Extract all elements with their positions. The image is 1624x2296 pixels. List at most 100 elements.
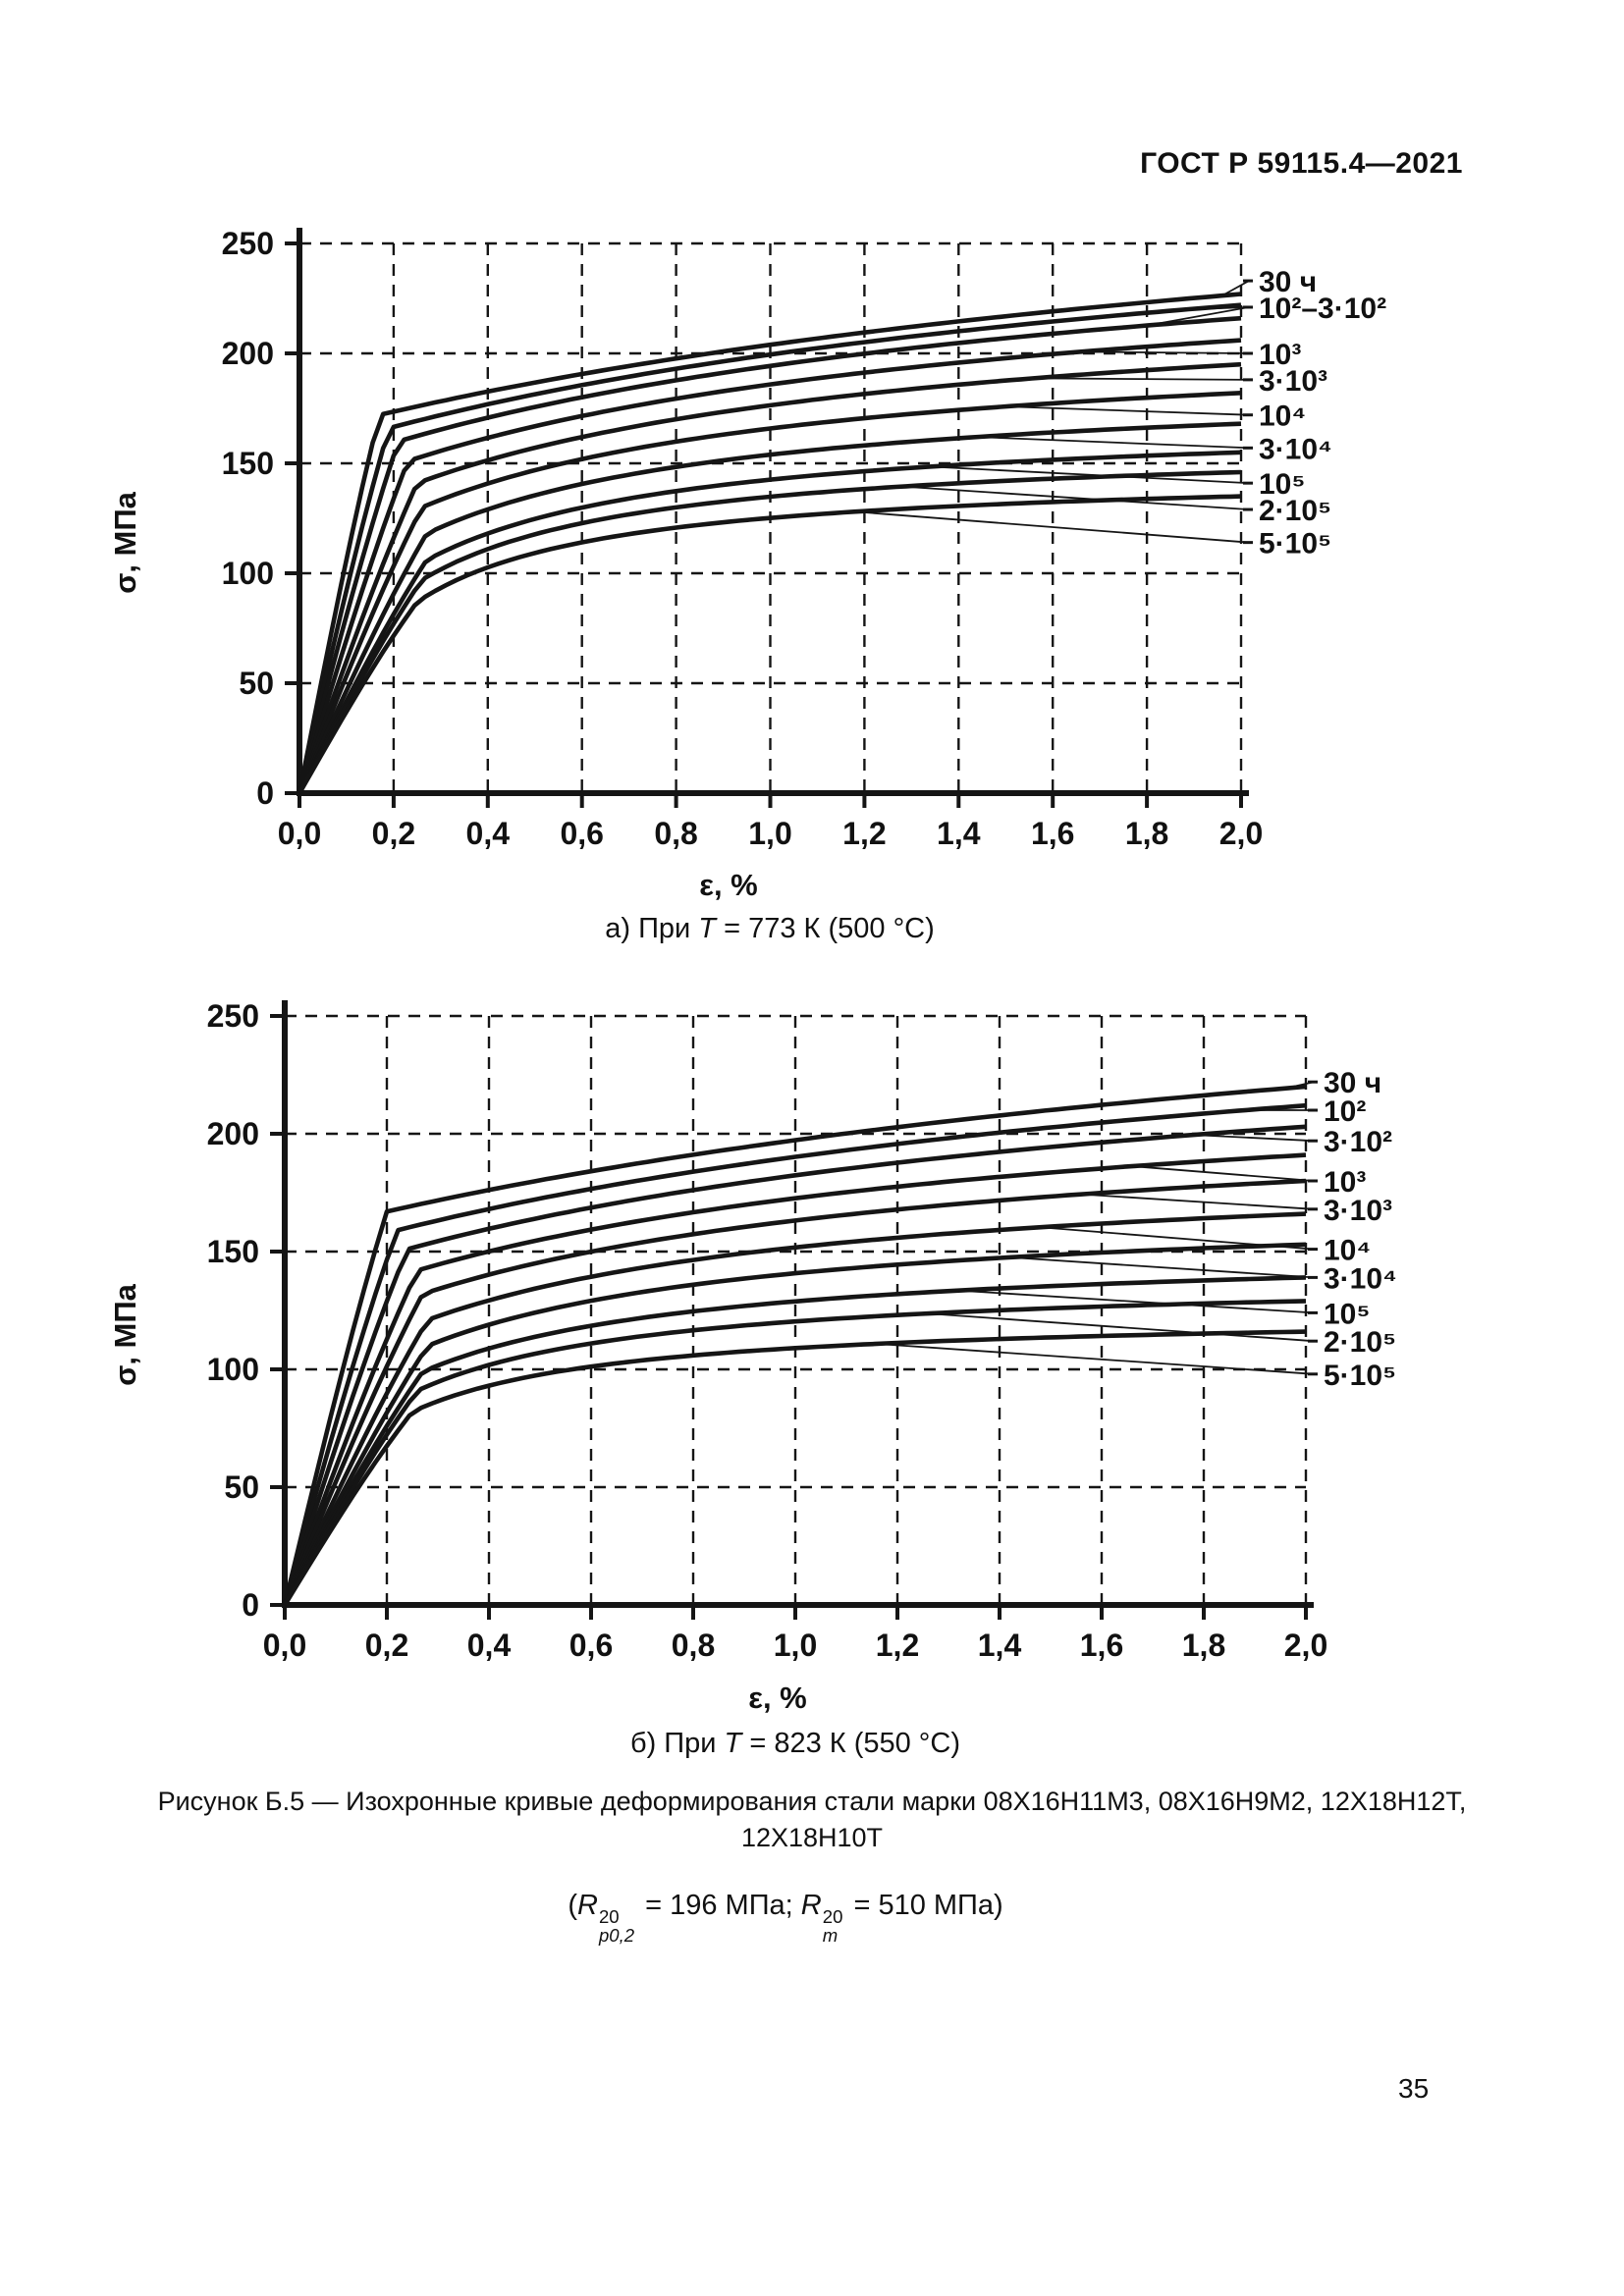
x-tick-label: 1,4	[937, 816, 981, 851]
x-tick-label: 0,4	[467, 1628, 512, 1663]
chart-b-caption-rest: = 823 К (550 °С)	[741, 1728, 961, 1759]
curve-series-8	[297, 469, 1242, 795]
formula-r1-symbol: R	[576, 1890, 598, 1921]
y-tick-label: 100	[222, 556, 274, 591]
x-tick-label: 1,4	[978, 1628, 1022, 1663]
curve-series-5	[297, 391, 1242, 794]
y-tick-label: 250	[207, 998, 259, 1034]
curve-series-0	[282, 1084, 1307, 1606]
curve-label: 3·10⁴	[1324, 1262, 1397, 1295]
x-tick-label: 0,0	[263, 1628, 306, 1663]
y-tick-label: 0	[242, 1587, 259, 1623]
curve-label: 3·10²	[1324, 1126, 1392, 1158]
x-tick-label: 0,2	[365, 1628, 408, 1663]
curve-series-2	[297, 315, 1242, 794]
chart-a-caption-prefix: а) При	[605, 913, 699, 944]
curve-label: 10⁴	[1324, 1235, 1371, 1267]
y-tick-label: 200	[222, 336, 274, 371]
y-tick-label: 150	[207, 1234, 259, 1269]
curve-label-leader	[854, 510, 1250, 544]
curve-series-1	[282, 1102, 1307, 1606]
figure-caption-line2: 12Х18Н10Т	[740, 1823, 884, 1852]
curve-label: 5·10⁵	[1324, 1360, 1396, 1392]
x-tick-label: 0,8	[654, 816, 697, 851]
x-tick-label: 1,0	[748, 816, 791, 851]
curve-label: 10⁵	[1324, 1298, 1370, 1330]
x-tick-label: 0,6	[560, 816, 603, 851]
chart-a: 0 50 100 150 200 250 0,0 0,2 0,4 0,6 0,8 1,0 1,2 1,4 1…	[108, 226, 1386, 902]
curve-series-5	[282, 1211, 1307, 1606]
curve-label: 5·10⁵	[1259, 528, 1331, 561]
y-tick-label: 0	[256, 775, 274, 811]
page-number: 35	[1398, 2073, 1430, 2104]
figure-caption-line1: Рисунок Б.5 — Изохронные кривые деформир…	[157, 1787, 1467, 1816]
curve-label: 3·10³	[1259, 365, 1327, 398]
curve-label-leader	[958, 1289, 1315, 1314]
curve-label-leader	[1146, 306, 1250, 327]
y-tick-label: 250	[222, 226, 274, 261]
x-tick-label: 1,8	[1125, 816, 1168, 851]
curve-label-leader	[977, 436, 1250, 450]
y-tick-label: 50	[224, 1469, 259, 1505]
y-tick-label: 50	[239, 666, 274, 701]
curve-label-leader	[1005, 405, 1250, 416]
curve-label-leader	[877, 1343, 1315, 1375]
x-tick-label: 1,6	[1031, 816, 1074, 851]
curve-series-9	[298, 494, 1242, 795]
formula-r1-scripts: 20 p0,2	[599, 1907, 634, 1946]
x-axis-title: ε, %	[748, 1681, 807, 1715]
x-tick-label: 0,6	[569, 1628, 613, 1663]
curve-series-0	[297, 292, 1242, 794]
document-header: ГОСТ Р 59115.4—2021	[1140, 147, 1463, 180]
curve-series-8	[283, 1299, 1307, 1607]
curve-label-leader	[1285, 1081, 1315, 1090]
formula-r2-scripts: 20 m	[823, 1907, 843, 1946]
chart-a-caption-rest: = 773 К (500 °С)	[716, 913, 935, 944]
curve-label: 3·10³	[1324, 1195, 1392, 1227]
curve-label: 10²	[1324, 1095, 1366, 1128]
formula-r2-value: = 510 МПа)	[845, 1890, 1003, 1921]
curve-label-leader	[1081, 1193, 1315, 1210]
chart-b-caption-variable: T	[724, 1728, 742, 1759]
x-tick-label: 0,4	[466, 816, 511, 851]
chart-b-caption-prefix: б) При	[629, 1728, 725, 1759]
y-tick-label: 100	[207, 1352, 259, 1387]
curve-label: 2·10⁵	[1324, 1326, 1396, 1359]
curve-label: 2·10⁵	[1259, 495, 1331, 527]
y-axis-title: σ, МПа	[108, 1283, 142, 1386]
curve-label-leader	[1132, 1165, 1315, 1182]
curve-label: 10³	[1259, 339, 1301, 371]
curve-series-4	[297, 361, 1242, 794]
x-tick-label: 0,8	[672, 1628, 715, 1663]
chart-a-caption-variable: T	[698, 913, 717, 944]
x-tick-label: 1,6	[1080, 1628, 1123, 1663]
y-tick-label: 150	[222, 446, 274, 481]
y-tick-label: 200	[207, 1116, 259, 1151]
curve-label: 10⁵	[1259, 468, 1305, 501]
curve-series-7	[282, 1275, 1307, 1607]
x-tick-label: 1,2	[876, 1628, 919, 1663]
curve-label-leader	[1009, 1255, 1315, 1279]
chart-b: 0 50 100 150 200 250 0,0 0,2 0,4 0,6 0,8 1,0 1,2 1,4 1…	[108, 998, 1397, 1715]
curve-label-leader	[1034, 377, 1250, 381]
formula-open-paren: (	[568, 1890, 577, 1921]
y-axis-title: σ, МПа	[108, 491, 142, 594]
curve-label-leader	[1193, 1134, 1315, 1143]
curve-label: 10⁴	[1259, 400, 1306, 433]
material-properties-formula: (R 20 p0,2 = 196 МПа; R 20 m = 510 МПа)	[568, 1890, 1002, 1946]
curve-label-leader	[930, 465, 1250, 485]
curve-series-7	[297, 450, 1242, 795]
x-tick-label: 1,0	[774, 1628, 817, 1663]
curve-label: 10³	[1324, 1166, 1366, 1199]
curve-label: 3·10⁴	[1259, 433, 1332, 465]
curve-label: 30 ч	[1259, 266, 1317, 298]
x-tick-label: 1,8	[1182, 1628, 1225, 1663]
x-tick-label: 0,0	[278, 816, 321, 851]
x-axis-title: ε, %	[699, 868, 758, 902]
x-tick-label: 2,0	[1284, 1628, 1327, 1663]
formula-r1-value: = 196 МПа;	[637, 1890, 801, 1921]
curve-series-4	[282, 1178, 1307, 1606]
curve-series-9	[283, 1329, 1307, 1607]
